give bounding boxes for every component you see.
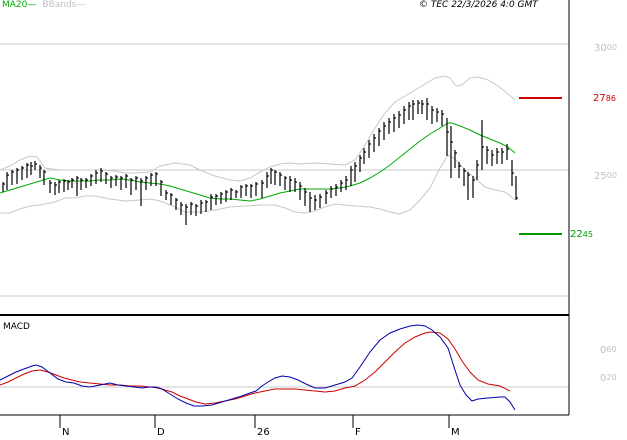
legend-ma20: MA20— (2, 0, 37, 10)
macd-signal-line (0, 331, 511, 405)
bbands-lower-line (0, 154, 516, 215)
ma20-line (0, 122, 516, 202)
macd-title: MACD (3, 322, 30, 332)
x-label-26: 26 (257, 427, 270, 438)
x-label-n: N (62, 427, 70, 438)
ohlc-bars (2, 98, 518, 225)
x-label-d: D (157, 427, 165, 438)
price-label-2500: 2500 (594, 171, 617, 182)
legend-bbands: BBands— (42, 0, 86, 10)
x-label-f: F (355, 427, 361, 438)
resistance-label: 2786 (593, 93, 616, 104)
macd-line (0, 324, 516, 411)
bbands-upper-line (0, 75, 516, 182)
support-label: 2245 (570, 229, 593, 240)
copyright-timestamp: © TEC 22/3/2026 4:0 GMT (419, 0, 538, 10)
chart-legend: MA20— BBands— (2, 0, 85, 11)
x-label-m: M (451, 427, 460, 438)
macd-label-020: 020 (600, 373, 617, 384)
price-label-3000: 3000 (594, 43, 617, 54)
macd-label-060: 060 (600, 345, 617, 356)
